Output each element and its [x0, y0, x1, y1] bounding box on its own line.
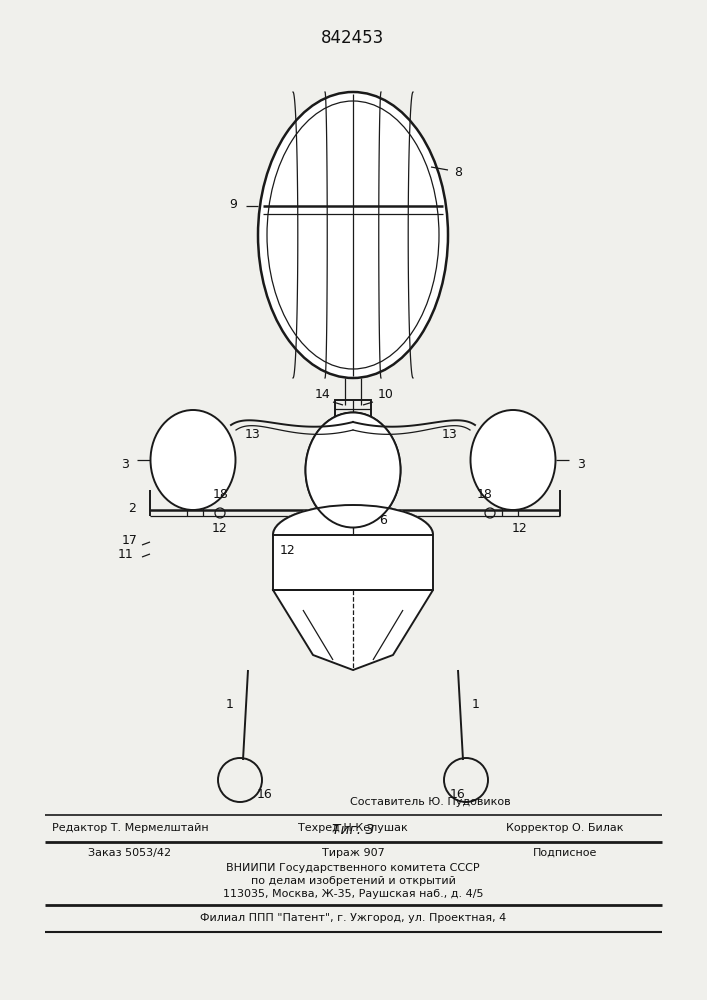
Text: 3: 3: [577, 458, 585, 472]
Text: 12: 12: [512, 522, 528, 534]
Text: Корректор О. Билак: Корректор О. Билак: [506, 823, 624, 833]
Text: 113035, Москва, Ж-35, Раушская наб., д. 4/5: 113035, Москва, Ж-35, Раушская наб., д. …: [223, 889, 484, 899]
Text: 8: 8: [454, 165, 462, 178]
Text: 6: 6: [379, 514, 387, 526]
Ellipse shape: [258, 92, 448, 378]
Text: Составитель Ю. Пудовиков: Составитель Ю. Пудовиков: [350, 797, 510, 807]
Text: 16: 16: [450, 788, 466, 802]
Polygon shape: [273, 535, 433, 590]
Text: 842453: 842453: [322, 29, 385, 47]
Text: 18: 18: [213, 488, 229, 502]
Text: 16: 16: [257, 788, 273, 802]
Text: 13: 13: [245, 428, 261, 442]
Text: Подписное: Подписное: [533, 848, 597, 858]
Text: 1: 1: [226, 698, 234, 712]
Text: 18: 18: [477, 488, 493, 502]
Text: 9: 9: [229, 198, 237, 211]
Text: 10: 10: [378, 387, 394, 400]
Ellipse shape: [305, 412, 400, 528]
Text: 12: 12: [212, 522, 228, 534]
Text: 2: 2: [128, 502, 136, 514]
Text: Редактор Т. Мермелштайн: Редактор Т. Мермелштайн: [52, 823, 209, 833]
Text: Тираж 907: Тираж 907: [322, 848, 385, 858]
Ellipse shape: [151, 410, 235, 510]
Text: Τиг. 3: Τиг. 3: [332, 823, 374, 837]
Polygon shape: [273, 505, 433, 535]
Text: 11: 11: [118, 548, 134, 562]
Text: Заказ 5053/42: Заказ 5053/42: [88, 848, 172, 858]
Ellipse shape: [470, 410, 556, 510]
Bar: [341, 507, 365, 529]
Text: 14: 14: [315, 387, 331, 400]
Ellipse shape: [305, 412, 400, 528]
Bar: [335, 400, 371, 418]
Polygon shape: [273, 590, 433, 670]
Text: 12: 12: [280, 544, 296, 556]
Text: по делам изобретений и открытий: по делам изобретений и открытий: [250, 876, 455, 886]
Text: ВНИИПИ Государственного комитета СССР: ВНИИПИ Государственного комитета СССР: [226, 863, 480, 873]
Text: 17: 17: [122, 534, 138, 546]
Text: Техред Н.Келушак: Техред Н.Келушак: [298, 823, 408, 833]
Text: 3: 3: [121, 458, 129, 472]
Text: 1: 1: [472, 698, 480, 712]
Text: 13: 13: [442, 428, 458, 442]
Text: Филиал ППП "Патент", г. Ужгород, ул. Проектная, 4: Филиал ППП "Патент", г. Ужгород, ул. Про…: [200, 913, 506, 923]
